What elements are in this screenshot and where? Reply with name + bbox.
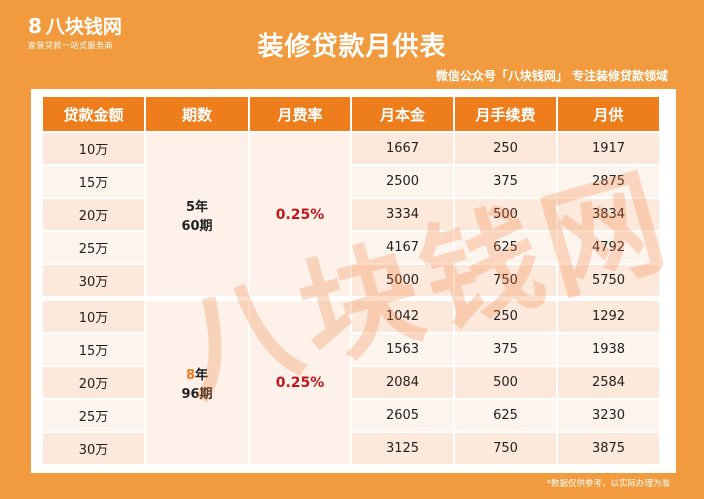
principal-cell: 4167 xyxy=(352,230,455,263)
table-row: 15万 1563 375 1938 xyxy=(43,332,659,365)
brand-logo: 8 八块钱网 家装贷款一站式服务商 xyxy=(28,12,122,51)
principal-cell: 5000 xyxy=(352,263,455,296)
fee-cell: 625 xyxy=(455,230,558,263)
payment-cell: 3230 xyxy=(558,398,659,431)
principal-cell: 2605 xyxy=(352,398,455,431)
rate-cell: 0.25% xyxy=(250,131,352,296)
principal-cell: 2500 xyxy=(352,164,455,197)
term-years-number: 8 xyxy=(185,367,196,383)
table-row: 15万 2500 375 2875 xyxy=(43,164,659,197)
header-loan-amount: 贷款金额 xyxy=(43,97,146,131)
principal-cell: 3334 xyxy=(352,197,455,230)
rate-cell: 0.25% xyxy=(250,296,352,464)
header-monthly-fee: 月手续费 xyxy=(455,97,558,131)
payment-cell: 1938 xyxy=(558,332,659,365)
loan-amount-cell: 10万 xyxy=(43,296,146,332)
fee-cell: 250 xyxy=(455,131,558,164)
term-years: 5年 xyxy=(185,199,209,215)
header-monthly-rate: 月费率 xyxy=(250,97,352,131)
table-row: 10万 8年 96期 0.25% 1042 250 1292 xyxy=(43,296,659,464)
term-periods: 60期 xyxy=(181,218,213,234)
page-title: 装修贷款月供表 xyxy=(257,32,447,62)
header-monthly-payment: 月供 xyxy=(558,97,659,131)
fee-cell: 500 xyxy=(455,365,558,398)
term-periods: 96期 xyxy=(181,386,213,402)
loan-amount-cell: 25万 xyxy=(43,230,146,263)
fee-cell: 750 xyxy=(455,263,558,296)
payment-cell: 4792 xyxy=(558,230,659,263)
fee-cell: 750 xyxy=(455,431,558,464)
term-cell: 8年 96期 xyxy=(146,296,250,464)
loan-amount-cell: 25万 xyxy=(43,398,146,431)
loan-amount-cell: 20万 xyxy=(43,197,146,230)
table-row: 25万 2605 625 3230 xyxy=(43,398,659,431)
payment-cell: 1292 xyxy=(558,296,659,332)
table-row: 30万 3125 750 3875 xyxy=(43,431,659,464)
page-subtitle: 微信公众号「八块钱网」 专注装修贷款领域 xyxy=(435,69,668,83)
fee-cell: 375 xyxy=(455,164,558,197)
table-row: 10万 5年 60期 0.25% 1667 250 1917 xyxy=(43,131,659,296)
term-cell: 5年 60期 xyxy=(146,131,250,296)
logo-mark-icon: 8 xyxy=(28,13,42,38)
header-term: 期数 xyxy=(146,97,250,131)
loan-payment-table: 贷款金额 期数 月费率 月本金 月手续费 月供 10万 5年 60期 0.25%… xyxy=(43,97,659,464)
principal-cell: 3125 xyxy=(352,431,455,464)
fee-cell: 250 xyxy=(455,296,558,332)
payment-cell: 1917 xyxy=(558,131,659,164)
table-row: 30万 5000 750 5750 xyxy=(43,263,659,296)
payment-cell: 5750 xyxy=(558,263,659,296)
loan-amount-cell: 10万 xyxy=(43,131,146,164)
payment-cell: 2875 xyxy=(558,164,659,197)
disclaimer-note: *数据仅供参考，以实际办理为准 xyxy=(546,479,670,489)
loan-amount-cell: 20万 xyxy=(43,365,146,398)
fee-cell: 500 xyxy=(455,197,558,230)
principal-cell: 1563 xyxy=(352,332,455,365)
loan-amount-cell: 15万 xyxy=(43,164,146,197)
fee-cell: 625 xyxy=(455,398,558,431)
table-row: 20万 2084 500 2584 xyxy=(43,365,659,398)
term-years-unit: 年 xyxy=(195,367,209,383)
logo-tagline: 家装贷款一站式服务商 xyxy=(28,41,113,50)
fee-cell: 375 xyxy=(455,332,558,365)
payment-cell: 2584 xyxy=(558,365,659,398)
principal-cell: 1667 xyxy=(352,131,455,164)
table-row: 20万 3334 500 3834 xyxy=(43,197,659,230)
payment-cell: 3875 xyxy=(558,431,659,464)
payment-cell: 3834 xyxy=(558,197,659,230)
loan-amount-cell: 30万 xyxy=(43,431,146,464)
table-header-row: 贷款金额 期数 月费率 月本金 月手续费 月供 xyxy=(43,97,659,131)
loan-amount-cell: 30万 xyxy=(43,263,146,296)
header-monthly-principal: 月本金 xyxy=(352,97,455,131)
logo-name: 八块钱网 xyxy=(45,16,122,38)
table-row: 25万 4167 625 4792 xyxy=(43,230,659,263)
principal-cell: 1042 xyxy=(352,296,455,332)
principal-cell: 2084 xyxy=(352,365,455,398)
loan-amount-cell: 15万 xyxy=(43,332,146,365)
